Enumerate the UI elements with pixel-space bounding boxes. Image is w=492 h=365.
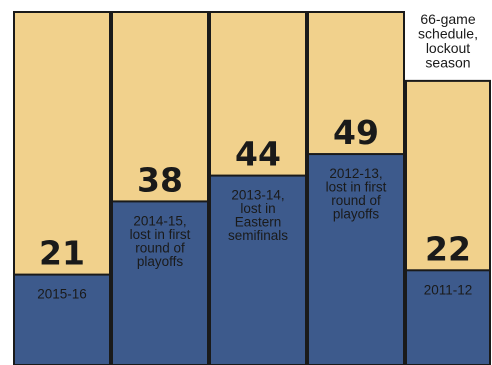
season-label-2013-14-line-2: lost in (240, 201, 275, 216)
lockout-annotation-line-4: season (425, 55, 470, 71)
wins-value-2011-12: 22 (425, 229, 471, 268)
season-label-2014-15-line-2: lost in first (130, 227, 191, 242)
lockout-annotation-line-2: schedule, (418, 26, 478, 42)
season-label-2013-14-line-3: Eastern (235, 215, 282, 230)
wins-value-2013-14: 44 (235, 135, 281, 174)
season-label-2015-16-line-1: 2015-16 (37, 287, 87, 302)
lockout-annotation-line-3: lockout (426, 40, 470, 56)
season-label-2012-13-line-3: round of (331, 193, 381, 208)
wins-bar-2012-13 (307, 153, 405, 365)
season-label-2012-13-line-2: lost in first (326, 180, 387, 195)
wins-bar-2014-15 (111, 200, 209, 365)
season-label-2012-13-line-1: 2012-13, (329, 166, 382, 181)
wins-bar-2011-12 (405, 269, 491, 365)
season-label-2013-14-line-1: 2013-14, (231, 188, 284, 203)
season-label-2012-13-line-4: playoffs (333, 207, 380, 222)
lockout-annotation-line-1: 66-game (420, 11, 475, 27)
wins-bar-2013-14 (209, 174, 307, 365)
wins-value-2012-13: 49 (333, 113, 379, 152)
season-label-2013-14-line-4: semifinals (228, 228, 288, 243)
season-label-2014-15-line-3: round of (135, 240, 185, 255)
wins-value-2015-16: 21 (39, 234, 85, 273)
season-label-2014-15-line-1: 2014-15, (133, 213, 186, 228)
wins-value-2014-15: 38 (137, 160, 183, 199)
wins-bar-2015-16 (13, 273, 111, 365)
season-label-2014-15-line-4: playoffs (137, 254, 184, 269)
season-label-2011-12-line-1: 2011-12 (424, 282, 473, 297)
